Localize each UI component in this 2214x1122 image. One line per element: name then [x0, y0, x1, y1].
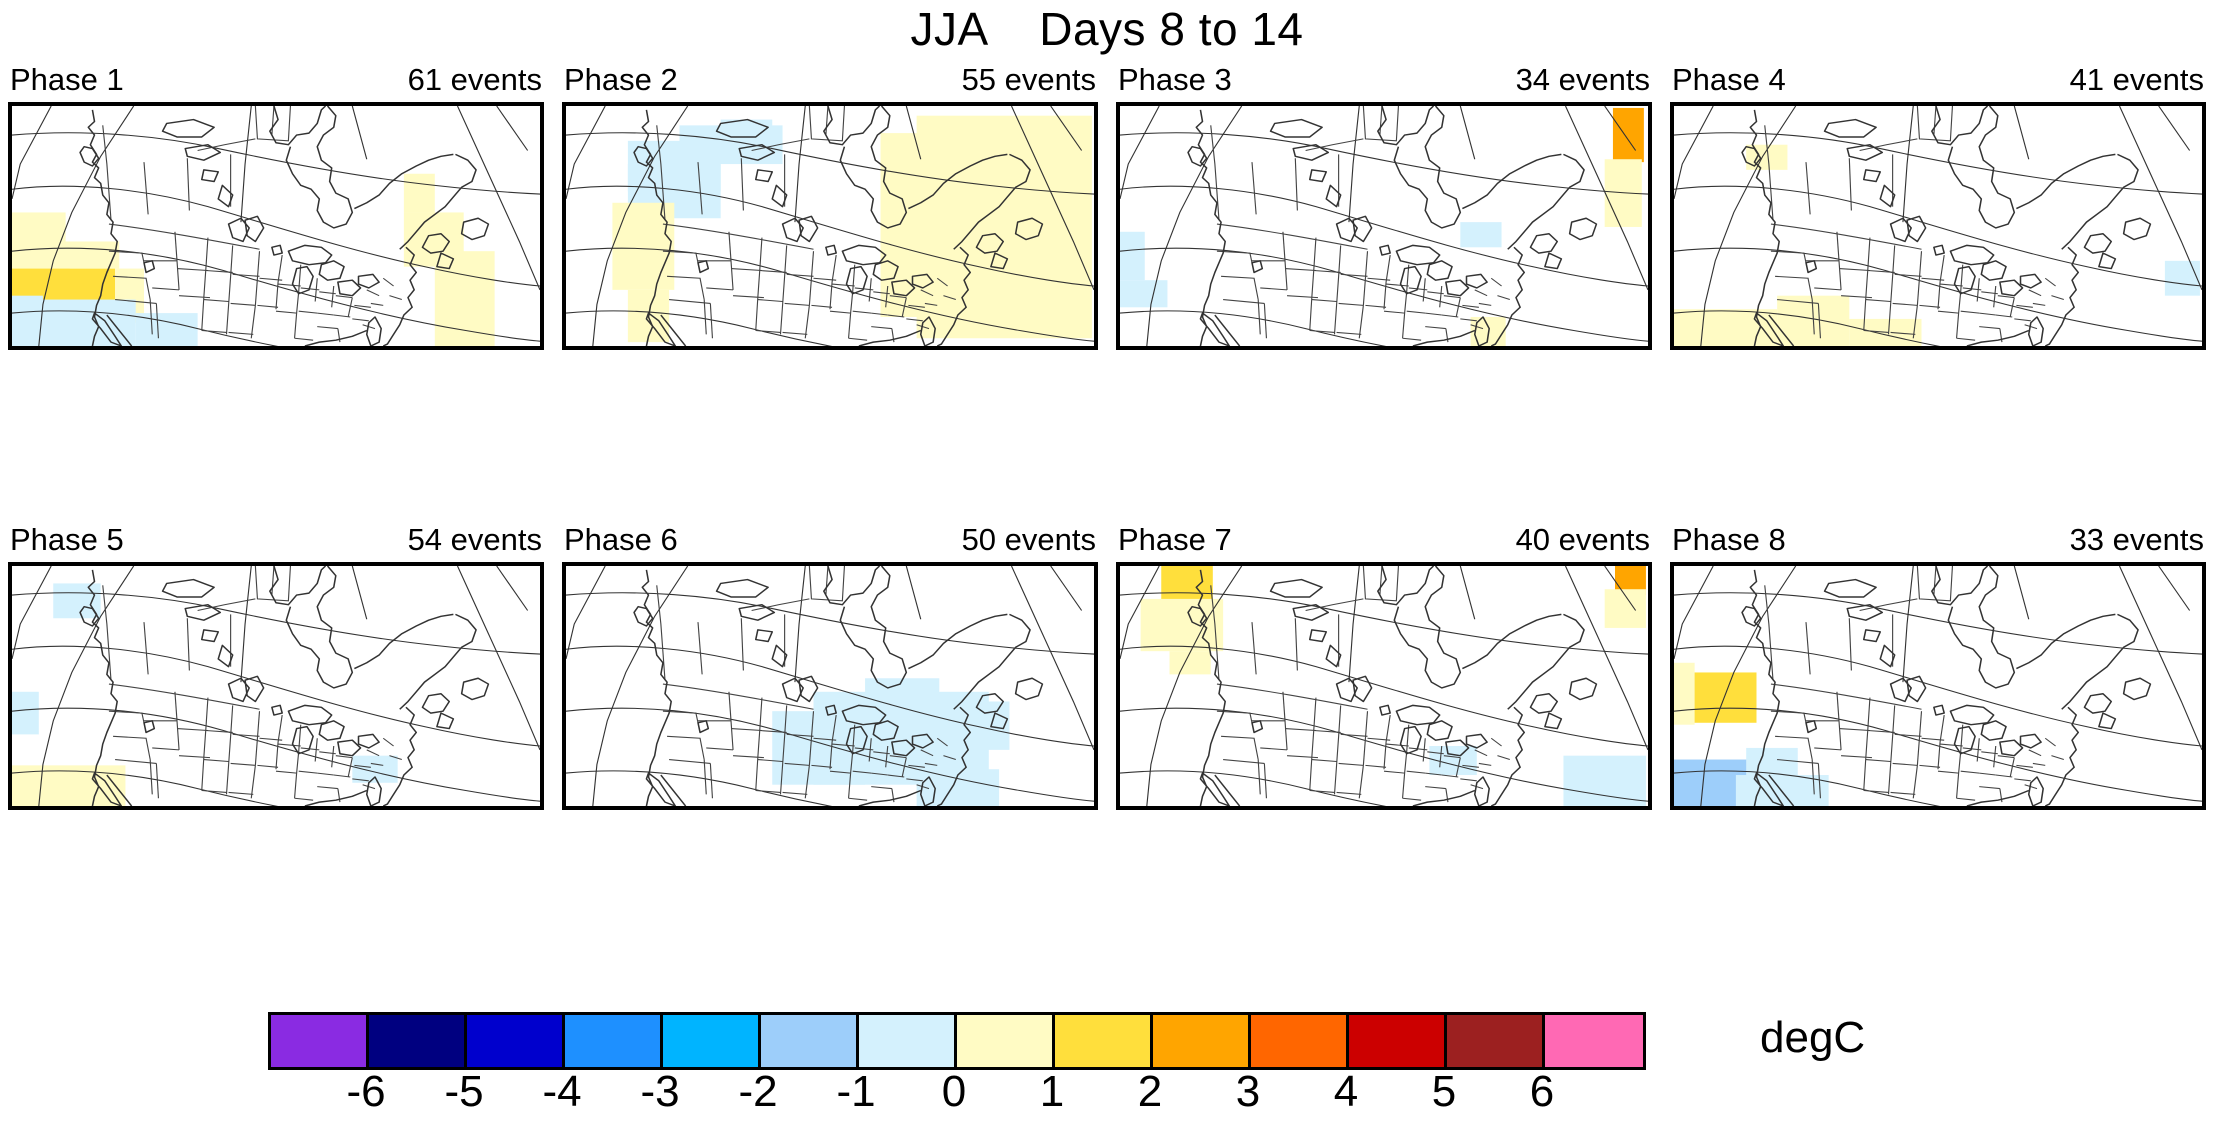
colorbar-bin-1[interactable] [369, 1015, 467, 1067]
panel-event-count: 34 events [1515, 62, 1650, 97]
colorbar-tick-7: 1 [1039, 1067, 1065, 1116]
panel-event-count: 54 events [407, 522, 542, 557]
political-borders [656, 566, 956, 803]
coastlines [79, 106, 490, 346]
colorbar-bin-7[interactable] [957, 1015, 1055, 1067]
political-borders [102, 106, 402, 343]
colorbar-tick-2: -4 [542, 1067, 582, 1116]
colorbar[interactable] [268, 1012, 1646, 1070]
panel-title: Phase 3 [1118, 62, 1232, 97]
colorbar-tick-9: 3 [1235, 1067, 1261, 1116]
colorbar-bin-10[interactable] [1251, 1015, 1349, 1067]
colorbar-tick-6: 0 [941, 1067, 967, 1116]
panel-event-count: 55 events [961, 62, 1096, 97]
coastlines [1741, 106, 2152, 346]
panel-event-count: 50 events [961, 522, 1096, 557]
panel-event-count: 41 events [2069, 62, 2204, 97]
colorbar-bin-3[interactable] [565, 1015, 663, 1067]
map-plot[interactable] [1670, 562, 2206, 810]
colorbar-tick-3: -3 [640, 1067, 680, 1116]
colorbar-tick-labels: -6 -5 -4 -3 -2 -1 0 1 2 3 4 5 6 [0, 1068, 2214, 1118]
map-plot[interactable] [1116, 562, 1652, 810]
colorbar-bin-6[interactable] [859, 1015, 957, 1067]
colorbar-tick-12: 6 [1529, 1067, 1555, 1116]
colorbar-bin-13[interactable] [1545, 1015, 1643, 1067]
map-plot[interactable] [8, 562, 544, 810]
map-plot[interactable] [1116, 102, 1652, 350]
panel-phase-3: Phase 3 34 events [1116, 64, 1652, 354]
graticule [12, 106, 540, 346]
panel-phase-4: Phase 4 41 events [1670, 64, 2206, 354]
graticule [1120, 566, 1648, 806]
coastlines [1741, 566, 2152, 806]
panel-title: Phase 4 [1672, 62, 1786, 97]
map-plot[interactable] [562, 562, 1098, 810]
panel-phase-5: Phase 5 54 events [8, 524, 544, 814]
panel-title: Phase 5 [10, 522, 124, 557]
map-plot[interactable] [562, 102, 1098, 350]
anomaly-patches [1674, 662, 1829, 806]
political-borders [1764, 566, 2064, 803]
colorbar-tick-1: -5 [444, 1067, 484, 1116]
panel-phase-2: Phase 2 55 events [562, 64, 1098, 354]
colorbar-tick-8: 2 [1137, 1067, 1163, 1116]
panel-phase-1: Phase 1 61 events [8, 64, 544, 354]
anomaly-patches [12, 583, 398, 806]
colorbar-bin-8[interactable] [1055, 1015, 1153, 1067]
panel-phase-8: Phase 8 33 events [1670, 524, 2206, 814]
panel-title: Phase 7 [1118, 522, 1232, 557]
figure-title: JJA Days 8 to 14 [910, 3, 1304, 55]
colorbar-tick-11: 5 [1431, 1067, 1457, 1116]
coastlines [79, 566, 490, 806]
anomaly-patches [772, 678, 1010, 806]
anomaly-patches [1140, 566, 1646, 806]
panel-event-count: 33 events [2069, 522, 2204, 557]
graticule [1674, 106, 2202, 346]
political-borders [1210, 106, 1510, 343]
colorbar-tick-0: -6 [346, 1067, 386, 1116]
political-borders [102, 566, 402, 803]
colorbar-tick-10: 4 [1333, 1067, 1359, 1116]
anomaly-patches [1674, 144, 2200, 346]
colorbar-bin-2[interactable] [467, 1015, 565, 1067]
map-plot[interactable] [1670, 102, 2206, 350]
colorbar-unit-label: degC [1760, 1013, 1866, 1062]
colorbar-tick-5: -1 [836, 1067, 876, 1116]
political-borders [1210, 566, 1510, 803]
panel-title: Phase 6 [564, 522, 678, 557]
coastlines [633, 566, 1044, 806]
political-borders [656, 106, 956, 343]
map-plot[interactable] [8, 102, 544, 350]
colorbar-bin-11[interactable] [1349, 1015, 1447, 1067]
colorbar-bin-9[interactable] [1153, 1015, 1251, 1067]
panel-phase-6: Phase 6 50 events [562, 524, 1098, 814]
coastlines [1187, 566, 1598, 806]
political-borders [1764, 106, 2064, 343]
panel-title: Phase 1 [10, 62, 124, 97]
colorbar-tick-4: -2 [738, 1067, 778, 1116]
panel-title: Phase 2 [564, 62, 678, 97]
colorbar-bin-5[interactable] [761, 1015, 859, 1067]
panel-phase-7: Phase 7 40 events [1116, 524, 1652, 814]
coastlines [633, 106, 1044, 346]
coastlines [1187, 106, 1598, 346]
colorbar-bin-12[interactable] [1447, 1015, 1545, 1067]
anomaly-patches [612, 115, 1092, 343]
colorbar-bin-4[interactable] [663, 1015, 761, 1067]
panel-event-count: 61 events [407, 62, 542, 97]
panel-event-count: 40 events [1515, 522, 1650, 557]
panel-title: Phase 8 [1672, 522, 1786, 557]
graticule [566, 566, 1094, 806]
colorbar-bin-0[interactable] [271, 1015, 369, 1067]
